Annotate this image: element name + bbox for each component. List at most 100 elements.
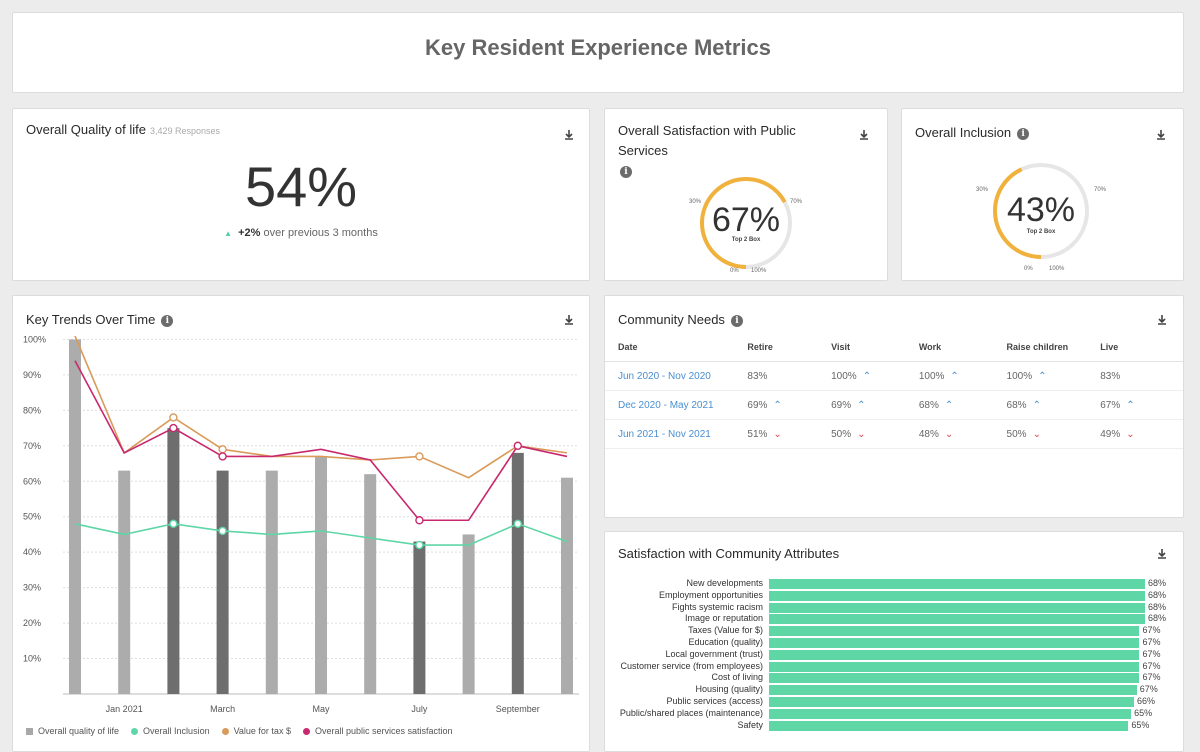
legend-label: Overall Inclusion: [143, 726, 210, 736]
inclusion-title: Overall Inclusion i: [915, 125, 1030, 140]
legend-label: Overall public services satisfaction: [314, 726, 453, 736]
satisfaction-title: Overall Satisfaction with Public Service…: [618, 121, 848, 181]
line-public-services-point: [415, 516, 424, 525]
chevron-down-icon: ⌄: [857, 428, 866, 440]
info-icon[interactable]: i: [620, 165, 632, 178]
download-icon[interactable]: [1155, 547, 1169, 561]
attribute-label: Housing (quality): [695, 684, 763, 695]
attribute-bar: [769, 626, 1140, 637]
quality-delta: ▲ +2% over previous 3 months: [13, 227, 589, 239]
date-link[interactable]: Dec 2020 - May 2021: [605, 390, 748, 420]
y-tick-label: 80%: [23, 405, 41, 415]
attribute-label: Public services (access): [666, 696, 763, 706]
table-cell: 83%: [1100, 361, 1183, 391]
gauge-tick-30: 30%: [976, 187, 989, 193]
legend-item-inclusion[interactable]: Overall Inclusion: [131, 726, 210, 736]
legend-item-quality[interactable]: Overall quality of life: [26, 726, 119, 736]
info-icon[interactable]: i: [730, 314, 743, 327]
quality-card: Overall Quality of life 3,429 Responses 5…: [12, 108, 590, 281]
gauge-fill: [700, 177, 792, 269]
inclusion-title-text: Overall Inclusion: [915, 125, 1012, 140]
attributes-title: Satisfaction with Community Attributes: [618, 546, 840, 561]
bar-quality-of-life: [315, 456, 327, 694]
x-tick-label: Jan 2021: [106, 704, 143, 714]
attribute-label: Fights systemic racism: [671, 601, 763, 612]
line-value-for-tax-point: [218, 445, 227, 454]
download-icon[interactable]: [562, 313, 576, 327]
attribute-label: Cost of living: [711, 672, 763, 683]
info-icon[interactable]: i: [161, 314, 174, 327]
line-value-for-tax-point: [415, 452, 424, 461]
attribute-value: 68%: [1148, 601, 1167, 612]
info-icon[interactable]: i: [1017, 127, 1030, 140]
attribute-bar: [769, 590, 1145, 601]
chevron-down-icon: ⌄: [944, 428, 954, 440]
line-public-services-point: [513, 441, 522, 450]
line-value-for-tax: [74, 336, 568, 479]
table-cell: 100% ⌃: [1006, 361, 1101, 391]
line-inclusion-point: [169, 519, 178, 529]
chevron-up-icon: ⌃: [1038, 370, 1047, 382]
attribute-bar-row: Local government (trust) 67%: [605, 649, 1165, 660]
gauge-fill: [993, 163, 1089, 259]
chevron-up-icon: ⌃: [950, 370, 959, 382]
table-row: Jun 2021 - Nov 2021 51% ⌄ 50% ⌄ 48% ⌄ 50% ⌄ 49% ⌄: [605, 419, 1183, 449]
delta-value: +2%: [238, 227, 261, 239]
table-cell: 68% ⌃: [918, 390, 1007, 420]
table-cell: 69% ⌃: [831, 390, 919, 420]
attribute-value: 67%: [1142, 625, 1161, 636]
attribute-bar: [769, 614, 1145, 625]
legend-item-tax[interactable]: Value for tax $: [221, 726, 291, 736]
needs-title: Community Needs i: [618, 312, 743, 327]
chevron-up-icon: ⌃: [1126, 399, 1135, 411]
date-link[interactable]: Jun 2021 - Nov 2021: [605, 419, 748, 449]
bar-quality-of-life: [364, 474, 377, 694]
gauge-tick-0: 0%: [1024, 266, 1033, 272]
download-icon[interactable]: [562, 128, 576, 142]
column-header[interactable]: Retire: [747, 332, 832, 362]
download-icon[interactable]: [1154, 128, 1168, 142]
chevron-down-icon: ⌄: [1126, 428, 1135, 440]
y-tick-label: 60%: [23, 476, 41, 486]
table-row: Jun 2020 - Nov 2020 83% 100% ⌃ 100% ⌃ 100% ⌃ 83%: [605, 361, 1183, 391]
attribute-value: 68%: [1148, 589, 1167, 600]
responses-count: 3,429 Responses: [149, 126, 220, 136]
header-card: Key Resident Experience Metrics: [12, 12, 1184, 93]
needs-card: Community Needs i Date Retire Visit Work Rais…: [604, 295, 1184, 518]
bar-quality-of-life: [167, 428, 180, 694]
column-header[interactable]: Work: [918, 332, 1007, 362]
attribute-bar: [769, 708, 1132, 719]
attribute-bar-row: Cost of living 67%: [605, 672, 1165, 684]
date-link[interactable]: Jun 2020 - Nov 2020: [605, 361, 748, 391]
gauge-tick-70: 70%: [1094, 187, 1107, 193]
column-header[interactable]: Visit: [831, 332, 919, 362]
chevron-up-icon: ⌃: [857, 399, 866, 411]
column-header[interactable]: Live: [1100, 332, 1183, 362]
column-header[interactable]: Raise children: [1006, 332, 1101, 362]
gauge-tick-70: 70%: [790, 199, 803, 205]
attribute-label: Taxes (Value for $): [688, 625, 763, 636]
line-inclusion-point: [513, 519, 522, 529]
legend-item-public[interactable]: Overall public services satisfaction: [302, 726, 453, 736]
attribute-bar: [769, 720, 1129, 731]
up-triangle-icon: ▲: [224, 229, 233, 238]
gauge-tick-100: 100%: [751, 268, 767, 274]
legend-label: Overall quality of life: [38, 726, 120, 736]
download-icon[interactable]: [1155, 313, 1169, 327]
attribute-value: 67%: [1142, 637, 1161, 647]
attribute-value: 67%: [1142, 672, 1161, 683]
gauge-tick-30: 30%: [689, 199, 702, 205]
attribute-bar-row: Safety 65%: [605, 720, 1165, 731]
chart-legend: Overall quality of life Overall Inclusio…: [26, 726, 453, 736]
bar-quality-of-life: [216, 470, 229, 694]
bar-quality-of-life: [265, 470, 278, 694]
chevron-up-icon: ⌃: [944, 399, 954, 411]
column-header[interactable]: Date: [605, 332, 748, 362]
attributes-bar-chart: New developments 68% Employment opportunit…: [605, 578, 1183, 738]
table-row: Dec 2020 - May 2021 69% ⌃ 69% ⌃ 68% ⌃ 68% ⌃ 67% ⌃: [605, 390, 1183, 420]
line-public-services-point: [169, 423, 178, 433]
attribute-bar: [769, 579, 1145, 589]
download-icon[interactable]: [857, 128, 871, 142]
chevron-up-icon: ⌃: [773, 399, 782, 411]
satisfaction-gauge: [700, 177, 792, 269]
